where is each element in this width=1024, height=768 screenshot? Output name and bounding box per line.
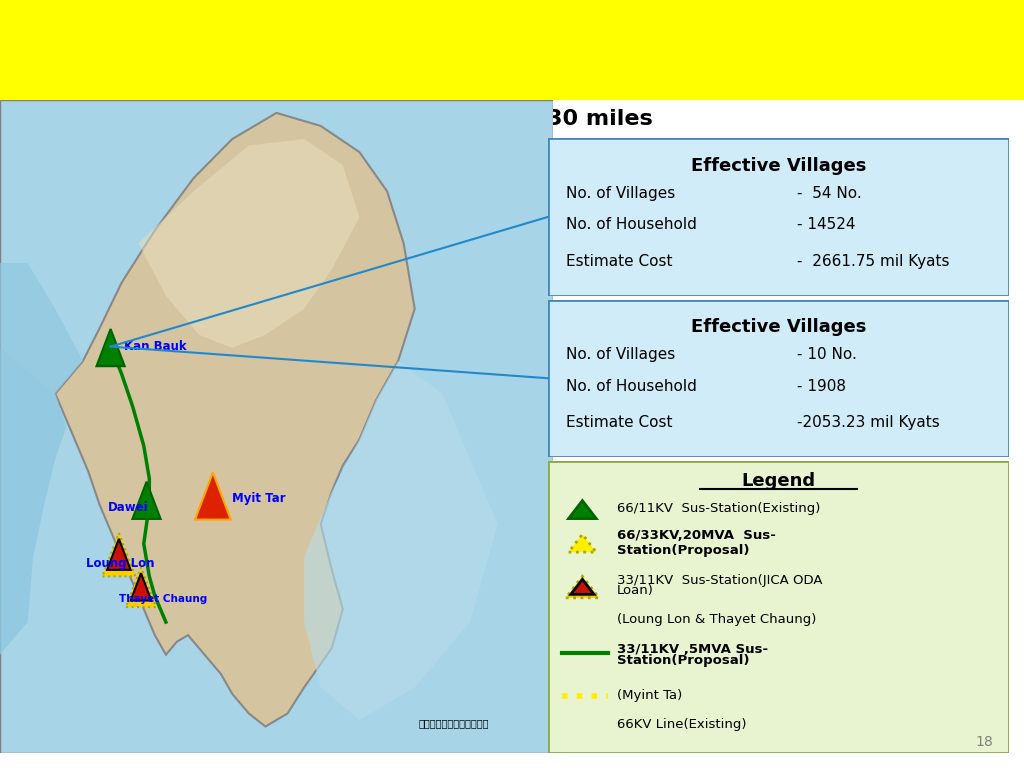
Text: 66KV Line(Existing): 66KV Line(Existing) (616, 718, 746, 731)
Text: Station(1)No.: Station(1)No. (417, 66, 607, 90)
Text: Estimate Cost: Estimate Cost (566, 253, 673, 269)
Polygon shape (195, 472, 230, 520)
Text: Kan Bauk: Kan Bauk (125, 340, 187, 353)
Text: (Loung Lon & Thayet Chaung): (Loung Lon & Thayet Chaung) (616, 614, 816, 627)
Text: -  2661.75 mil Kyats: - 2661.75 mil Kyats (797, 253, 949, 269)
Text: 33/11KV  Sus-Station(JICA ODA: 33/11KV Sus-Station(JICA ODA (616, 574, 822, 587)
Text: No. of Villages: No. of Villages (566, 347, 676, 362)
Text: (Myint Ta): (Myint Ta) (616, 689, 682, 702)
FancyBboxPatch shape (0, 100, 553, 753)
Polygon shape (0, 348, 67, 654)
Text: Effective Villages: Effective Villages (690, 319, 866, 336)
Polygon shape (108, 539, 131, 570)
Text: 33/11KV ,5MVA Sus-: 33/11KV ,5MVA Sus- (616, 643, 768, 656)
Polygon shape (132, 482, 161, 519)
FancyBboxPatch shape (548, 138, 1009, 296)
Text: No. of Household: No. of Household (566, 217, 697, 233)
Text: - 1908: - 1908 (797, 379, 846, 394)
Text: -  54 No.: - 54 No. (797, 186, 861, 201)
Polygon shape (568, 535, 596, 552)
Text: ပြော်ချောင်း: ပြော်ချောင်း (418, 719, 488, 729)
Text: Estimate Cost: Estimate Cost (566, 415, 673, 430)
Text: -2053.23 mil Kyats: -2053.23 mil Kyats (797, 415, 939, 430)
Text: 66/33KV,20MVA  Sus-
Station(Proposal): 66/33KV,20MVA Sus- Station(Proposal) (616, 528, 776, 557)
Polygon shape (304, 361, 498, 720)
Text: No. of Household: No. of Household (566, 379, 697, 394)
Polygon shape (568, 501, 596, 518)
FancyBboxPatch shape (548, 461, 1009, 753)
Text: Loung Lon: Loung Lon (86, 557, 155, 570)
Polygon shape (571, 579, 594, 594)
Polygon shape (131, 573, 152, 601)
Text: Legend: Legend (741, 472, 815, 491)
Text: Thayet Chaung: Thayet Chaung (119, 594, 207, 604)
Polygon shape (566, 576, 599, 598)
Polygon shape (55, 113, 415, 727)
Polygon shape (96, 329, 125, 366)
Polygon shape (138, 139, 359, 348)
Polygon shape (102, 533, 135, 576)
Text: Station(Proposal): Station(Proposal) (616, 654, 750, 667)
Text: No. of Villages: No. of Villages (566, 186, 676, 201)
Polygon shape (0, 263, 83, 393)
Text: Location Map of Proposed  66/33 KV Sus-Station (1)No. 33/11 KV Sus-: Location Map of Proposed 66/33 KV Sus-St… (19, 18, 1005, 42)
FancyBboxPatch shape (548, 300, 1009, 457)
Text: Loan): Loan) (616, 584, 654, 598)
Polygon shape (126, 568, 156, 607)
Text: Dawei: Dawei (108, 502, 148, 515)
Text: Effective Villages: Effective Villages (690, 157, 866, 175)
Text: - 10 No.: - 10 No. (797, 347, 856, 362)
Text: & 33 KV Line  30 miles: & 33 KV Line 30 miles (371, 109, 653, 129)
Text: Myit Tar: Myit Tar (232, 492, 286, 505)
Text: 18: 18 (976, 735, 993, 749)
Text: - 14524: - 14524 (797, 217, 855, 233)
Text: 66/11KV  Sus-Station(Existing): 66/11KV Sus-Station(Existing) (616, 502, 820, 515)
